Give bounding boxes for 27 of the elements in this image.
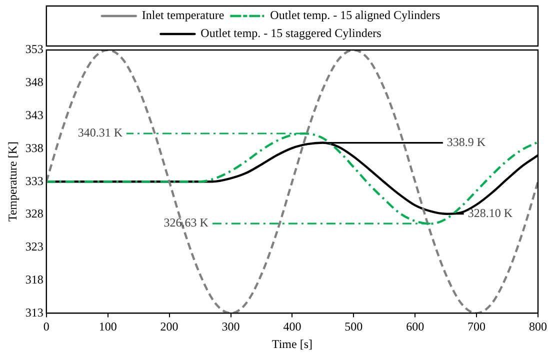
- x-tick-label: 500: [344, 320, 363, 334]
- x-tick-label: 100: [98, 320, 117, 334]
- x-tick-label: 800: [529, 320, 547, 334]
- y-tick-label: 318: [25, 272, 44, 286]
- y-tick-label: 323: [25, 240, 44, 254]
- y-tick-label: 353: [25, 42, 44, 56]
- annotation: 328.10 K: [468, 206, 513, 220]
- y-tick-label: 333: [25, 174, 44, 188]
- y-tick-label: 338: [25, 140, 44, 155]
- annotation: 326.63 K: [164, 216, 209, 230]
- legend-label: Inlet temperature: [142, 8, 224, 22]
- x-tick-label: 400: [283, 320, 302, 334]
- x-tick-label: 700: [468, 320, 486, 334]
- x-axis-title: Time [s]: [272, 336, 312, 351]
- y-axis-title: Temperature [K]: [5, 142, 20, 222]
- x-tick-label: 600: [406, 320, 424, 334]
- legend-label: Outlet temp. - 15 staggered Cylinders: [200, 26, 382, 40]
- y-tick-label: 313: [25, 305, 44, 320]
- annotation: 338.9 K: [446, 134, 486, 149]
- y-tick-label: 348: [25, 75, 44, 90]
- x-tick-label: 0: [43, 320, 50, 334]
- y-tick-label: 328: [25, 206, 44, 221]
- y-tick-label: 343: [25, 108, 44, 122]
- annotation: 340.31 K: [78, 126, 123, 140]
- x-tick-label: 200: [160, 320, 178, 334]
- legend-label: Outlet temp. - 15 aligned Cylinders: [270, 8, 440, 22]
- x-tick-label: 300: [222, 320, 240, 334]
